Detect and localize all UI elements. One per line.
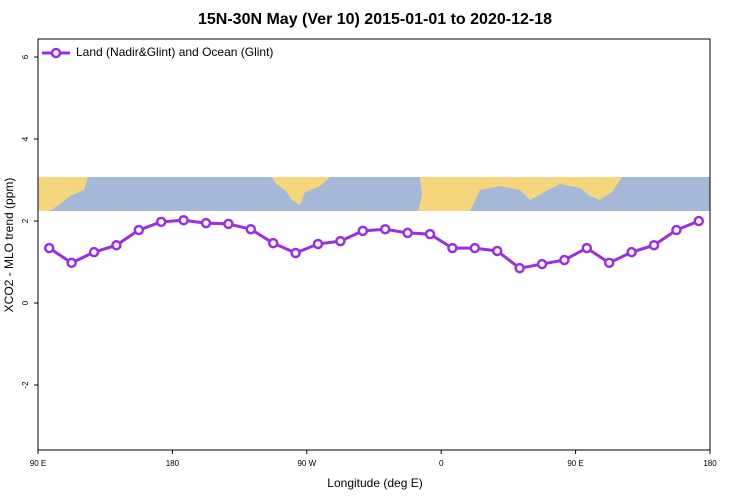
legend-marker <box>50 47 62 59</box>
data-point <box>491 245 503 257</box>
data-point <box>357 225 369 237</box>
y-tick-label: -2 <box>21 381 30 389</box>
data-point <box>581 242 593 254</box>
data-point <box>178 214 189 226</box>
data-point <box>671 224 682 236</box>
data-point <box>335 235 346 247</box>
data-point <box>469 242 481 254</box>
data-point <box>424 228 436 240</box>
data-point <box>88 246 100 258</box>
chart-title: 15N-30N May (Ver 10) 2015-01-01 to 2020-… <box>198 11 552 28</box>
data-point <box>267 237 279 249</box>
data-point <box>514 262 525 274</box>
x-tick-label: 0 <box>439 459 444 468</box>
data-point <box>559 254 570 266</box>
y-axis-label: XCO2 - MLO trend (ppm) <box>2 178 16 313</box>
x-tick-label: 90 E <box>30 459 46 468</box>
data-point <box>312 238 324 250</box>
data-point <box>133 224 145 236</box>
map-band <box>38 177 710 211</box>
data-point <box>290 247 301 259</box>
data-point <box>402 227 413 239</box>
y-tick-label: 6 <box>21 54 30 59</box>
plot-frame <box>37 38 711 451</box>
data-point <box>155 216 167 228</box>
legend-label: Land (Nadir&Glint) and Ocean (Glint) <box>76 45 273 59</box>
data-point <box>603 257 615 269</box>
y-tick-label: 4 <box>21 136 30 141</box>
x-tick-label: 180 <box>703 459 717 468</box>
legend: Land (Nadir&Glint) and Ocean (Glint) <box>42 45 273 59</box>
x-tick-label: 180 <box>166 459 180 468</box>
data-point <box>66 257 77 269</box>
y-tick-label: 2 <box>21 218 30 223</box>
data-point <box>648 239 660 251</box>
data-point <box>536 258 548 270</box>
x-axis-label: Longitude (deg E) <box>327 476 422 490</box>
data-point <box>693 215 705 227</box>
data-point <box>43 242 55 254</box>
data-point <box>223 218 234 230</box>
y-tick-label: 0 <box>21 300 30 305</box>
data-point <box>245 223 257 235</box>
x-tick-label: 90 E <box>567 459 583 468</box>
data-point <box>626 246 637 258</box>
data-line <box>48 218 700 270</box>
data-point <box>379 223 391 235</box>
data-point <box>111 239 122 251</box>
data-point <box>200 217 212 229</box>
data-point <box>447 242 458 254</box>
x-tick-label: 90 W <box>297 459 316 468</box>
